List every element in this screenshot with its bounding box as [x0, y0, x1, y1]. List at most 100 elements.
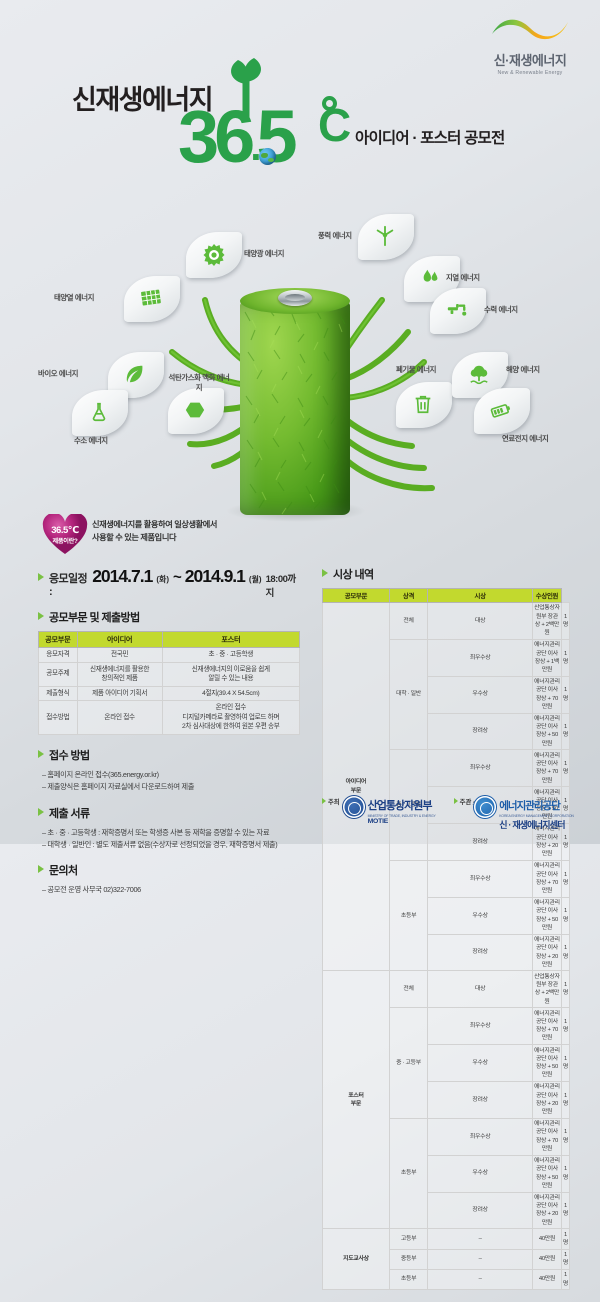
table-row: 포스터 부문 전체 대상 산업통상자원부 장관상 + 2백만원 1명: [322, 970, 571, 1230]
leaf-label-geothermal: 지열 에너지: [446, 273, 480, 282]
trash-bin-icon: [412, 393, 436, 417]
schedule-end-day: (월): [248, 575, 262, 584]
triangle-bullet-icon: [322, 797, 326, 804]
awards-col-header-3: 수상인원: [532, 588, 562, 603]
awards-count: 1명: [560, 1154, 571, 1193]
awards-group: 중등부: [388, 1248, 429, 1270]
documents-block: 제출 서류 초 · 중 · 고등학생 : 재학증명서 또는 학생증 사본 등 재…: [38, 805, 300, 852]
badge-question: 제품이란?: [52, 538, 78, 545]
hexagon-icon: [184, 399, 208, 423]
leaf-label-coal-gasification: 석탄가스화 액화 에너지: [168, 373, 230, 392]
awards-grade: 우수상: [427, 675, 534, 714]
page-title: 신재생에너지: [72, 85, 214, 115]
awards-count: 1명: [560, 675, 571, 714]
awards-group: 전체: [388, 970, 429, 1009]
triangle-bullet-icon: [38, 807, 44, 816]
awards-count: 1명: [560, 933, 571, 972]
awards-prize: 에너지관리공단 이사장상 + 1백만원: [532, 638, 562, 677]
awards-prize: 에너지관리공단 이사장상 + 70만원: [532, 749, 562, 788]
awards-group: 고등부: [388, 1228, 429, 1250]
awards-group: 초등부: [388, 1268, 429, 1291]
entry-section-heading: 공모부문 및 제출방법: [38, 609, 300, 625]
awards-prize: 에너지관리공단 이사장상 + 20만원: [532, 1080, 562, 1119]
awards-count: 1명: [560, 1080, 571, 1119]
awards-prize: 에너지관리공단 이사장상 + 50만원: [532, 786, 562, 825]
right-info-column: 시상 내역 공모부문 상격 시상 수상인원 아이디어 부문 전체 대상 산업통상자원부 장관상 …: [322, 566, 571, 1302]
awards-title: 시상 내역: [333, 569, 374, 581]
page-subtitle: 아이디어 · 포스터 공모전: [355, 130, 505, 147]
table-row: 지도교사상 고등부 –40만원 1명: [322, 1228, 571, 1291]
awards-count: 1명: [560, 602, 571, 640]
awards-prize: 에너지관리공단 이사장상 + 50만원: [532, 1154, 562, 1193]
leaf-hydro: [430, 288, 486, 334]
awards-grade: 우수상: [427, 1154, 534, 1193]
awards-grade: 최우수상: [427, 1117, 534, 1156]
awards-prize: 에너지관리공단 이사장상 + 20만원: [532, 933, 562, 972]
leaf-ocean: [452, 352, 508, 398]
badge-desc-line1: 신재생에너지를 활용하여 일상생활에서: [92, 520, 218, 529]
contact-list: 공모전 운영 사무국 02)322-7006: [42, 884, 300, 896]
awards-count: 1명: [560, 896, 571, 935]
table-row: 접수방법 온라인 접수 온라인 접수 디지털카메라로 촬영하여 업로드 하며 2차 심사…: [38, 700, 301, 735]
awards-table: 공모부문 상격 시상 수상인원 아이디어 부문 전체 대상 산업통상자원부 장관상 + 2백만원…: [322, 588, 571, 1291]
triangle-bullet-icon: [453, 797, 458, 804]
contact-title: 문의처: [49, 865, 78, 878]
leaf-waste: [396, 382, 452, 428]
wind-turbine-icon: [374, 225, 398, 249]
leaf-coal-gasification: [168, 388, 224, 434]
awards-prize: 에너지관리공단 이사장상 + 70만원: [532, 1007, 562, 1046]
entry-col-header-0: 공모부문: [38, 631, 78, 648]
schedule-deadline: 18:00까지: [265, 574, 297, 599]
solar-panel-icon: [140, 287, 164, 311]
leaf-label-hydro: 수력 에너지: [484, 305, 518, 314]
awards-prize: 40만원: [532, 1248, 562, 1270]
leaf-solar-pv: [186, 232, 242, 278]
sun-gear-icon: [202, 243, 226, 267]
awards-col-header-2: 시상: [427, 588, 534, 603]
awards-grade: 우수상: [427, 1044, 534, 1082]
documents-heading: 제출 서류: [38, 805, 300, 821]
awards-count: 1명: [560, 1117, 571, 1156]
battery-terminal: [278, 290, 312, 306]
triangle-bullet-icon: [322, 569, 328, 577]
awards-count: 1명: [560, 1268, 571, 1291]
table-row: 응모자격 전국민 초 · 중 · 고등학생: [38, 647, 301, 663]
documents-title: 제출 서류: [49, 807, 90, 820]
awards-count: 1명: [560, 1044, 571, 1082]
table-row: 아이디어 부문 전체 대상 산업통상자원부 장관상 + 2백만원 1명: [322, 601, 571, 972]
leaf-fuel-cell: [474, 388, 530, 434]
awards-prize: 40만원: [532, 1268, 562, 1291]
awards-prize: 에너지관리공단 이사장상 + 50만원: [532, 896, 562, 935]
number-36: 36: [178, 95, 255, 178]
awards-grade: –: [427, 1268, 534, 1291]
flask-icon: [88, 401, 112, 425]
left-info-column: 응모일정 : 2014.7.1 (화) ~ 2014.9.1 (월) 18:00…: [38, 566, 301, 908]
awards-grade: 장려상: [427, 712, 534, 751]
entry-row-label: 공모주제: [38, 661, 78, 687]
organizer-name-en: KOREA ENERGY MANAGEMENT CORPORATION: [499, 814, 574, 818]
organizer-organization: 주관 에너지관리공단 KOREA ENERGY MANAGEMENT CORPO…: [453, 796, 574, 831]
table-row: 장려상 에너지관리공단 이사장상 + 50만원 1명: [323, 712, 571, 751]
awards-grade: 최우수상: [427, 749, 534, 788]
schedule-heading: 응모일정 : 2014.7.1 (화) ~ 2014.9.1 (월) 18:00…: [38, 566, 300, 599]
organizer-sub: 신 · 재생에너지센터: [499, 820, 565, 831]
entry-row-poster: 온라인 접수 디지털카메라로 촬영하여 업로드 하며 2차 심사대상에 한하여 원본…: [161, 700, 301, 735]
entry-row-idea: 제품 아이디어 기획서: [76, 685, 163, 702]
awards-grade: 우수상: [427, 896, 534, 935]
entry-row-label: 접수방법: [38, 700, 78, 735]
list-item: 대학생 · 일반인 : 별도 제출서류 없음(수상자로 선정되었을 경우, 재학…: [42, 839, 300, 851]
triangle-bullet-icon: [38, 749, 44, 758]
awards-prize: 에너지관리공단 이사장상 + 50만원: [532, 1044, 562, 1082]
entry-col-header-2: 포스터: [161, 631, 301, 648]
number-5: 5: [256, 95, 297, 178]
tree-wave-icon: [468, 363, 492, 387]
host-abbr: MOTIE: [367, 818, 389, 826]
awards-group: 중 · 고등부: [388, 1007, 429, 1119]
number-365: 36.5: [178, 100, 298, 174]
awards-grade: 장려상: [427, 1191, 534, 1230]
contact-block: 문의처 공모전 운영 사무국 02)322-7006: [38, 862, 300, 896]
host-name-en: MINISTRY OF TRADE, INDUSTRY & ENERGY: [367, 814, 436, 818]
awards-grade: 최우수상: [427, 638, 534, 677]
table-row: 우수상 에너지관리공단 이사장상 + 70만원 1명: [323, 675, 571, 714]
battery-icon: [490, 399, 514, 423]
